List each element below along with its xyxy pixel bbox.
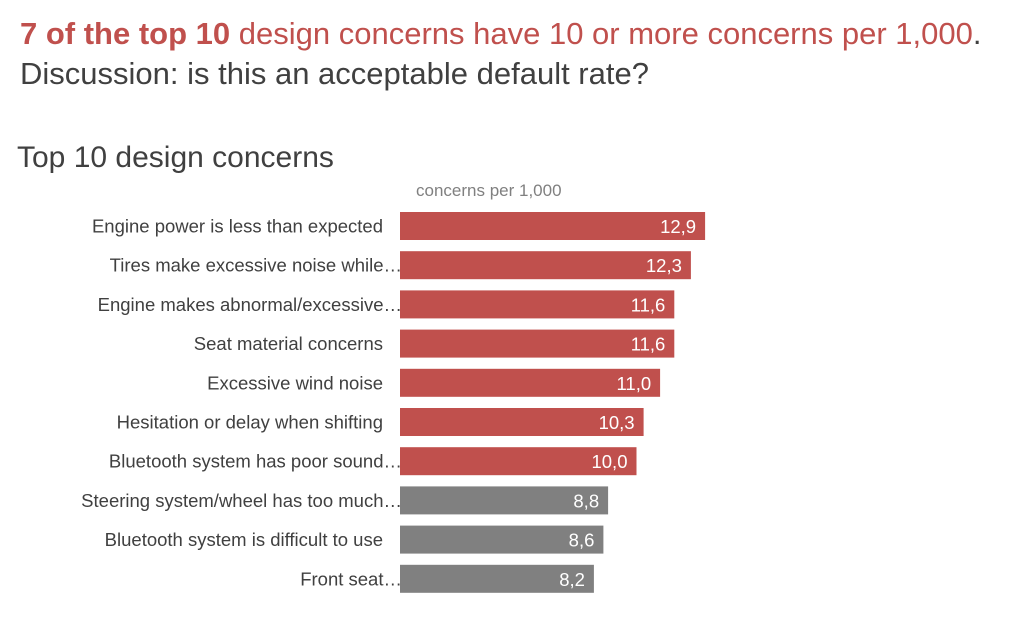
bar xyxy=(400,447,637,476)
category-label: Engine power is less than expected xyxy=(92,216,383,237)
value-label: 10,3 xyxy=(599,412,635,433)
category-label: Excessive wind noise xyxy=(207,372,383,393)
value-label: 11,0 xyxy=(617,373,652,394)
value-label: 8,8 xyxy=(573,490,599,511)
headline: 7 of the top 10 design concerns have 10 … xyxy=(20,14,1000,94)
bar xyxy=(400,408,644,436)
value-label: 10,0 xyxy=(591,451,627,472)
bar xyxy=(400,212,706,240)
value-label: 11,6 xyxy=(631,294,666,315)
category-label: Seat material concerns xyxy=(194,333,383,354)
bar xyxy=(400,486,609,515)
bars-group: Engine power is less than expected 12,9 Ti… xyxy=(81,212,706,593)
x-axis-label: concerns per 1,000 xyxy=(416,181,562,200)
value-label: 8,6 xyxy=(569,530,595,551)
category-label: Front seat… xyxy=(300,568,402,589)
category-label: Hesitation or delay when shifting xyxy=(117,412,383,433)
value-label: 12,3 xyxy=(646,255,682,276)
category-label: Bluetooth system is difficult to use xyxy=(105,529,383,550)
category-label: Engine makes abnormal/excessive… xyxy=(98,294,402,315)
category-label: Tires make excessive noise while… xyxy=(110,255,402,276)
headline-emphasis-continued: design concerns have 10 or more concerns… xyxy=(230,16,973,51)
headline-emphasis: 7 of the top 10 xyxy=(20,16,231,51)
bar xyxy=(400,251,691,280)
value-label: 8,2 xyxy=(559,569,585,590)
category-label: Steering system/wheel has too much… xyxy=(81,490,402,511)
value-label: 11,6 xyxy=(631,334,666,355)
value-label: 12,9 xyxy=(660,216,696,237)
bar xyxy=(400,525,604,554)
category-label: Bluetooth system has poor sound… xyxy=(109,451,402,472)
bar xyxy=(400,329,675,358)
chart-title: Top 10 design concerns xyxy=(17,141,334,174)
bar xyxy=(400,290,675,319)
bar xyxy=(400,564,594,593)
bar xyxy=(400,368,661,397)
headline-question: . Discussion: is this an acceptable defa… xyxy=(20,16,982,91)
